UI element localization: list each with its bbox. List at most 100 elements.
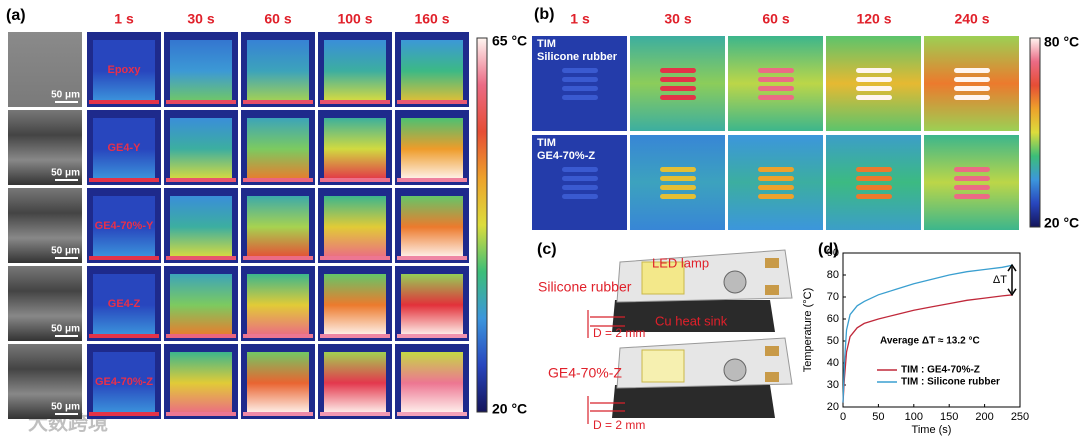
heater-stripe: [954, 86, 990, 91]
heater-stripe: [954, 185, 990, 190]
data-line: [842, 294, 1013, 403]
heater-stripe: [856, 95, 892, 100]
heater-stripe: [562, 68, 598, 73]
sample-label: GE4-70%-Z: [95, 376, 153, 388]
heater-stripe: [758, 86, 794, 91]
heat-base: [320, 334, 390, 338]
annotation: Average ΔT ≈ 13.2 °C: [880, 336, 980, 347]
panel-label: (c): [537, 241, 557, 258]
y-tick-label: 20: [827, 401, 839, 413]
thermal-image: [728, 36, 823, 131]
callout: Cu heat sink: [655, 313, 728, 328]
y-tick-label: 30: [827, 379, 839, 391]
sample-label: GE4-70%-Z: [537, 150, 595, 162]
thermal-sample: [324, 274, 386, 336]
thermal-sample: [401, 196, 463, 258]
heater-stripe: [856, 68, 892, 73]
callout: Silicone rubber: [538, 279, 632, 295]
thermal-sample: [401, 352, 463, 414]
thermal-sample: [324, 118, 386, 180]
sem-image: [8, 188, 82, 263]
heat-base: [243, 334, 313, 338]
time-label: 160 s: [414, 11, 449, 27]
scale-bar-label: 50 μm: [51, 246, 80, 257]
colorbar: [476, 37, 488, 413]
panel-label: (a): [6, 7, 26, 24]
thermal-sample: [324, 352, 386, 414]
heater-stripe: [954, 176, 990, 181]
heat-base: [243, 256, 313, 260]
thermal-sample: [93, 196, 155, 258]
thermal-sample: [170, 40, 232, 102]
sample-label: Silicone rubber: [537, 51, 618, 63]
thermal-image: [826, 135, 921, 230]
thermal-sample: [93, 40, 155, 102]
sem-image: [8, 344, 82, 419]
y-tick-label: 70: [827, 291, 839, 303]
scale-bar-label: 50 μm: [51, 324, 80, 335]
x-tick-label: 100: [905, 411, 923, 423]
sample-label: TIM: [537, 137, 556, 149]
callout: GE4-70%-Z: [548, 365, 622, 381]
heater-stripe: [954, 194, 990, 199]
heater-stripe: [660, 194, 696, 199]
heater-stripe: [758, 77, 794, 82]
heater-stripe: [856, 194, 892, 199]
sample-label: Epoxy: [107, 64, 141, 76]
x-tick-label: 150: [940, 411, 958, 423]
thermal-sample: [324, 40, 386, 102]
heater-stripe: [562, 86, 598, 91]
legend-label: TIM : GE4-70%-Z: [901, 365, 980, 376]
thermal-sample: [401, 274, 463, 336]
callout: D = 2 mm: [593, 418, 645, 432]
sample-label: GE4-Z: [108, 298, 141, 310]
colorbar: [1029, 37, 1041, 228]
heater-stripe: [562, 185, 598, 190]
heat-base: [89, 412, 159, 416]
heat-base: [397, 412, 467, 416]
heater-stripe: [758, 95, 794, 100]
time-label: 1 s: [570, 11, 590, 27]
time-label: 240 s: [954, 11, 989, 27]
time-label: 100 s: [337, 11, 372, 27]
heat-base: [166, 256, 236, 260]
led-device: [587, 249, 793, 424]
heater-stripe: [856, 176, 892, 181]
scale-bar-label: 50 μm: [51, 402, 80, 413]
thermal-sample: [401, 118, 463, 180]
heater-stripe: [856, 167, 892, 172]
thermal-sample: [247, 118, 309, 180]
colorbar-label: 80 °C: [1044, 34, 1079, 50]
heater-stripe: [562, 167, 598, 172]
thermal-image: [728, 135, 823, 230]
heater-stripe: [758, 176, 794, 181]
y-tick-label: 50: [827, 335, 839, 347]
data-line: [842, 264, 1014, 403]
thermal-image: [924, 36, 1019, 131]
thermal-image: [532, 135, 627, 230]
heater-stripe: [758, 185, 794, 190]
heat-base: [320, 100, 390, 104]
thermal-image: [630, 135, 725, 230]
heat-base: [320, 256, 390, 260]
heater-stripe: [954, 167, 990, 172]
heat-base: [243, 412, 313, 416]
callout: LED lamp: [652, 255, 709, 270]
thermal-sample: [247, 352, 309, 414]
y-tick-label: 60: [827, 313, 839, 325]
thermal-sample: [247, 196, 309, 258]
sem-image: [8, 110, 82, 185]
thermal-sample: [170, 274, 232, 336]
sample-label: GE4-Y: [107, 142, 141, 154]
heat-base: [89, 100, 159, 104]
sem-image: [8, 266, 82, 341]
heat-base: [320, 412, 390, 416]
heat-base: [89, 256, 159, 260]
panel-label: (d): [818, 241, 838, 258]
plot-frame: [842, 252, 1021, 408]
thermal-sample: [247, 274, 309, 336]
thermal-image: [924, 135, 1019, 230]
heat-base: [397, 256, 467, 260]
heater-stripe: [562, 95, 598, 100]
